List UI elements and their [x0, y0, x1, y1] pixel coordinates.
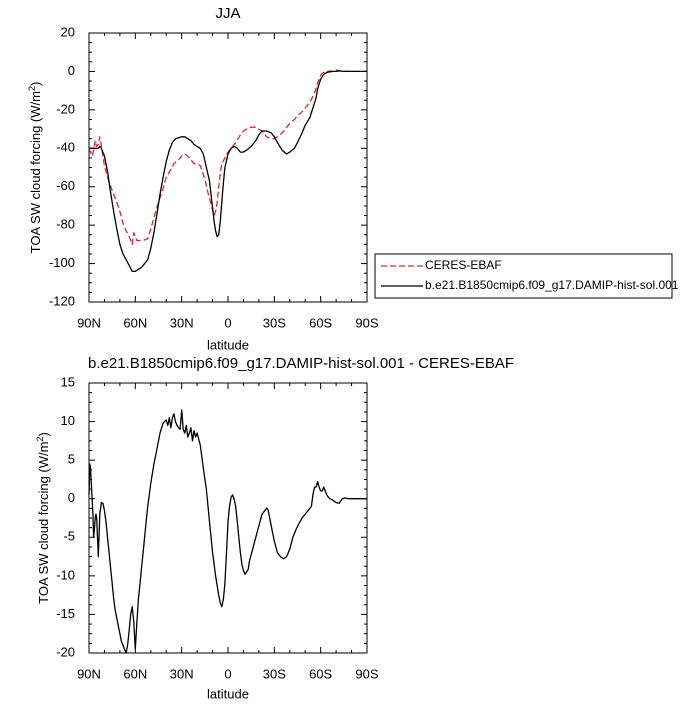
x-tick-label: 30S: [263, 315, 286, 330]
y-tick-label: -60: [56, 178, 75, 193]
y-axis-label-main: TOA SW cloud forcing (W/m: [28, 91, 43, 253]
y-axis-label-end: ): [28, 82, 43, 86]
legend: CERES-EBAF b.e21.B1850cmip6.f09_g17.DAMIP…: [374, 253, 679, 299]
y-axis-label-main: TOA SW cloud forcing (W/m: [36, 442, 51, 604]
legend-label-2: b.e21.B1850cmip6.f09_g17.DAMIP-hist-sol.…: [425, 278, 679, 292]
x-tick-label: 90N: [77, 666, 101, 681]
legend-box: [374, 253, 673, 299]
y-axis-label: TOA SW cloud forcing (W/m2): [27, 82, 43, 254]
y-tick-label: 10: [61, 413, 75, 428]
y-tick-label: -100: [49, 255, 75, 270]
y-tick-label: -20: [56, 101, 75, 116]
y-axis-label-sup: 2: [27, 86, 37, 91]
x-tick-label: 90N: [77, 315, 101, 330]
y-tick-label: 20: [61, 24, 75, 39]
x-tick-label: 90S: [355, 315, 378, 330]
series-line-1: [88, 69, 367, 246]
x-tick-label: 60N: [123, 666, 147, 681]
x-tick-label: 30S: [263, 666, 286, 681]
x-tick-label: 0: [224, 315, 231, 330]
y-tick-label: -20: [56, 644, 75, 659]
series-line-1: [88, 409, 367, 654]
y-tick-label: 0: [68, 63, 75, 78]
y-tick-label: -80: [56, 217, 75, 232]
x-tick-label: 30N: [170, 315, 194, 330]
x-tick-label: 60S: [309, 666, 332, 681]
y-axis-label-sup: 2: [35, 437, 45, 442]
y-tick-label: -120: [49, 293, 75, 308]
chart-panel-1: JJA -120 -100 -80 -60 -40 -20 0 20 90N 60N 30N 0 30S 6…: [27, 5, 679, 352]
x-tick-label: 60N: [123, 315, 147, 330]
series-line-2: [89, 70, 367, 272]
x-tick-label: 0: [224, 666, 231, 681]
chart-panel-2: b.e21.B1850cmip6.f09_g17.DAMIP-hist-sol.…: [35, 355, 514, 701]
x-axis-label: latitude: [207, 686, 249, 700]
y-tick-label: 0: [68, 490, 75, 505]
x-tick-label: 30N: [170, 666, 194, 681]
y-axis-label: TOA SW cloud forcing (W/m2): [35, 432, 51, 604]
x-tick-label: 60S: [309, 315, 332, 330]
x-tick-label: 90S: [355, 666, 378, 681]
x-axis-label: latitude: [207, 337, 249, 352]
chart-title: JJA: [215, 5, 240, 22]
legend-label-1: CERES-EBAF: [425, 258, 502, 272]
y-tick-label: -15: [56, 606, 75, 621]
chart-title: b.e21.B1850cmip6.f09_g17.DAMIP-hist-sol.…: [88, 355, 514, 372]
y-tick-label: 15: [61, 374, 75, 389]
y-axis-label-end: ): [36, 432, 51, 436]
y-tick-label: -5: [63, 529, 75, 544]
y-tick-label: -40: [56, 140, 75, 155]
y-tick-label: -10: [56, 567, 75, 582]
y-tick-label: 5: [68, 452, 75, 467]
